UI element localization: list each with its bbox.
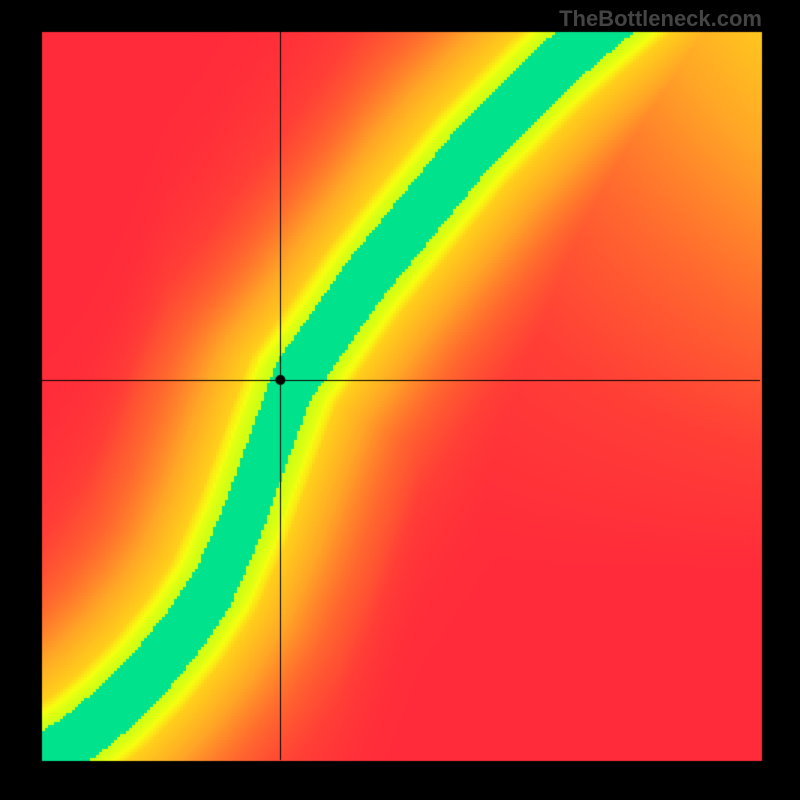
chart-container: { "watermark": { "text": "TheBottleneck.… — [0, 0, 800, 800]
watermark-text: TheBottleneck.com — [559, 6, 762, 32]
bottleneck-heatmap — [0, 0, 800, 800]
